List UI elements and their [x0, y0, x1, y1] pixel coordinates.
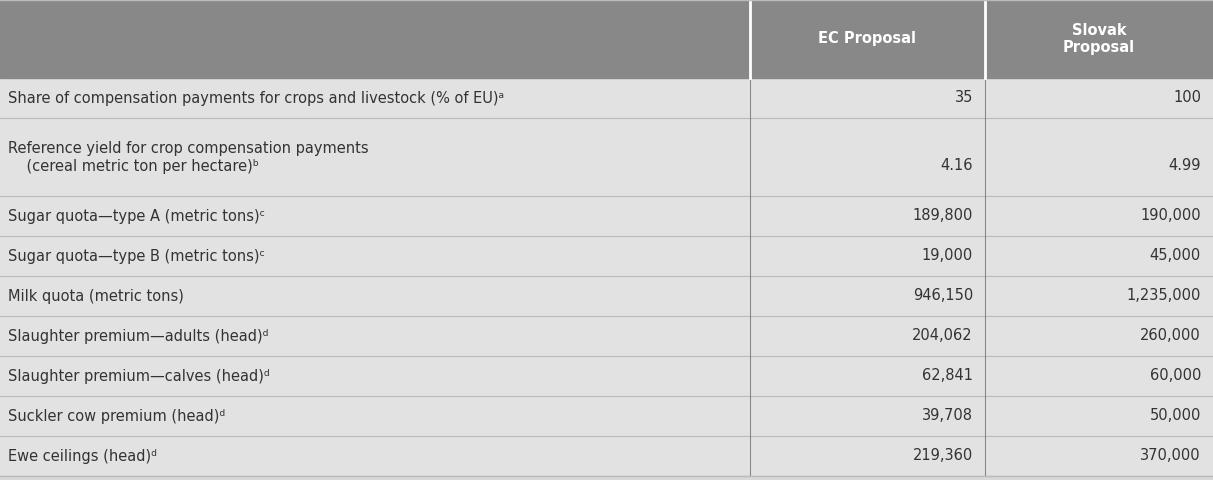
- Text: 190,000: 190,000: [1140, 208, 1201, 224]
- Bar: [0, 436, 1213, 476]
- Text: 219,360: 219,360: [912, 448, 973, 464]
- Text: 39,708: 39,708: [922, 408, 973, 423]
- Text: Slaughter premium—adults (head)ᵈ: Slaughter premium—adults (head)ᵈ: [8, 328, 268, 344]
- Text: Slaughter premium—calves (head)ᵈ: Slaughter premium—calves (head)ᵈ: [8, 369, 269, 384]
- Bar: [0, 236, 1213, 276]
- Text: 260,000: 260,000: [1140, 328, 1201, 344]
- Text: EC Proposal: EC Proposal: [819, 32, 916, 47]
- Text: 1,235,000: 1,235,000: [1127, 288, 1201, 303]
- Text: Slovak
Proposal: Slovak Proposal: [1063, 23, 1135, 55]
- Text: Milk quota (metric tons): Milk quota (metric tons): [8, 288, 184, 303]
- Text: 370,000: 370,000: [1140, 448, 1201, 464]
- Bar: [0, 316, 1213, 356]
- Text: Sugar quota—type B (metric tons)ᶜ: Sugar quota—type B (metric tons)ᶜ: [8, 249, 264, 264]
- Bar: [0, 78, 1213, 118]
- Bar: [0, 276, 1213, 316]
- Text: 4.99: 4.99: [1168, 158, 1201, 173]
- Bar: [0, 118, 1213, 196]
- Text: Ewe ceilings (head)ᵈ: Ewe ceilings (head)ᵈ: [8, 448, 156, 464]
- Text: Share of compensation payments for crops and livestock (% of EU)ᵃ: Share of compensation payments for crops…: [8, 91, 505, 106]
- Text: 19,000: 19,000: [922, 249, 973, 264]
- Text: 60,000: 60,000: [1150, 369, 1201, 384]
- Text: 4.16: 4.16: [940, 158, 973, 173]
- Bar: [0, 396, 1213, 436]
- Text: 35: 35: [955, 91, 973, 106]
- Text: 100: 100: [1173, 91, 1201, 106]
- Text: 204,062: 204,062: [912, 328, 973, 344]
- Text: Reference yield for crop compensation payments: Reference yield for crop compensation pa…: [8, 141, 369, 156]
- Bar: [0, 356, 1213, 396]
- Text: 62,841: 62,841: [922, 369, 973, 384]
- Text: 189,800: 189,800: [912, 208, 973, 224]
- Bar: [0, 196, 1213, 236]
- Text: (cereal metric ton per hectare)ᵇ: (cereal metric ton per hectare)ᵇ: [8, 158, 260, 173]
- Bar: [0, 0, 1213, 78]
- Text: 45,000: 45,000: [1150, 249, 1201, 264]
- Text: Sugar quota—type A (metric tons)ᶜ: Sugar quota—type A (metric tons)ᶜ: [8, 208, 264, 224]
- Text: Suckler cow premium (head)ᵈ: Suckler cow premium (head)ᵈ: [8, 408, 226, 423]
- Text: 946,150: 946,150: [912, 288, 973, 303]
- Text: 50,000: 50,000: [1150, 408, 1201, 423]
